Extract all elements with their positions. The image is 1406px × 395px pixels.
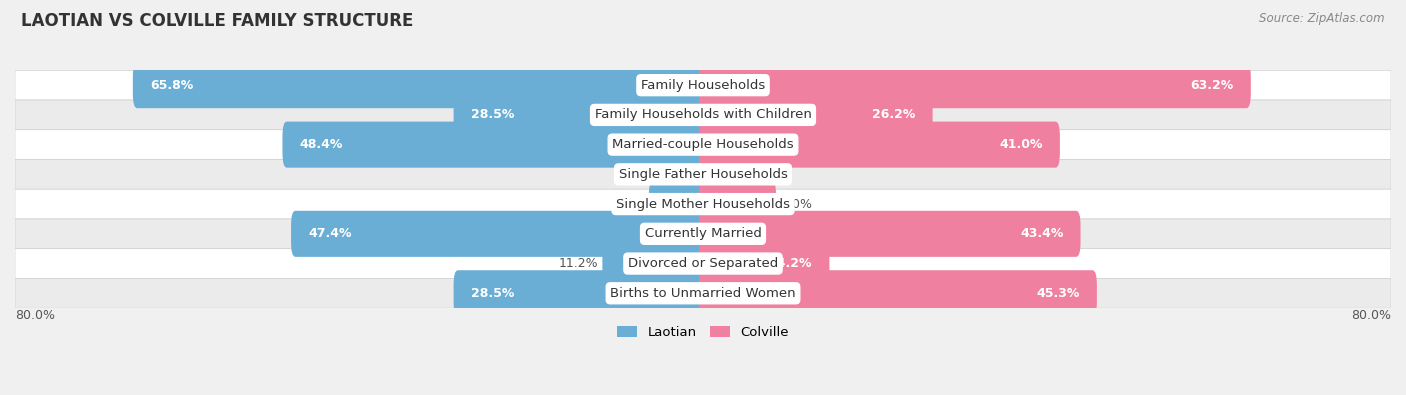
Text: 80.0%: 80.0%: [15, 309, 55, 322]
Text: 2.2%: 2.2%: [644, 168, 675, 181]
FancyBboxPatch shape: [15, 100, 1391, 130]
FancyBboxPatch shape: [648, 181, 707, 227]
FancyBboxPatch shape: [15, 130, 1391, 160]
Text: 5.8%: 5.8%: [613, 198, 644, 211]
FancyBboxPatch shape: [132, 62, 707, 108]
FancyBboxPatch shape: [15, 70, 1391, 100]
Text: Births to Unmarried Women: Births to Unmarried Women: [610, 287, 796, 300]
FancyBboxPatch shape: [283, 122, 707, 167]
Text: Married-couple Households: Married-couple Households: [612, 138, 794, 151]
Text: 26.2%: 26.2%: [872, 108, 915, 121]
FancyBboxPatch shape: [15, 189, 1391, 219]
Text: 43.4%: 43.4%: [1019, 227, 1063, 240]
FancyBboxPatch shape: [699, 211, 1081, 257]
FancyBboxPatch shape: [454, 270, 707, 316]
FancyBboxPatch shape: [15, 278, 1391, 308]
Text: 48.4%: 48.4%: [299, 138, 343, 151]
FancyBboxPatch shape: [679, 151, 707, 198]
Text: Single Father Households: Single Father Households: [619, 168, 787, 181]
Text: 63.2%: 63.2%: [1191, 79, 1233, 92]
Text: 65.8%: 65.8%: [150, 79, 193, 92]
FancyBboxPatch shape: [454, 92, 707, 138]
Text: 14.2%: 14.2%: [769, 257, 813, 270]
Text: 8.0%: 8.0%: [780, 198, 813, 211]
Text: 80.0%: 80.0%: [1351, 309, 1391, 322]
FancyBboxPatch shape: [699, 122, 1060, 167]
Legend: Laotian, Colville: Laotian, Colville: [612, 320, 794, 344]
Text: Currently Married: Currently Married: [644, 227, 762, 240]
FancyBboxPatch shape: [291, 211, 707, 257]
FancyBboxPatch shape: [15, 160, 1391, 189]
Text: Source: ZipAtlas.com: Source: ZipAtlas.com: [1260, 12, 1385, 25]
Text: 28.5%: 28.5%: [471, 108, 515, 121]
Text: Family Households with Children: Family Households with Children: [595, 108, 811, 121]
Text: 3.3%: 3.3%: [740, 168, 772, 181]
FancyBboxPatch shape: [699, 62, 1251, 108]
FancyBboxPatch shape: [699, 92, 932, 138]
Text: Family Households: Family Households: [641, 79, 765, 92]
Text: 11.2%: 11.2%: [558, 257, 598, 270]
Text: Single Mother Households: Single Mother Households: [616, 198, 790, 211]
FancyBboxPatch shape: [699, 241, 830, 287]
FancyBboxPatch shape: [15, 219, 1391, 249]
Text: 28.5%: 28.5%: [471, 287, 515, 300]
FancyBboxPatch shape: [699, 181, 776, 227]
Text: 45.3%: 45.3%: [1036, 287, 1080, 300]
Text: Divorced or Separated: Divorced or Separated: [628, 257, 778, 270]
FancyBboxPatch shape: [699, 270, 1097, 316]
Text: LAOTIAN VS COLVILLE FAMILY STRUCTURE: LAOTIAN VS COLVILLE FAMILY STRUCTURE: [21, 12, 413, 30]
Text: 41.0%: 41.0%: [1000, 138, 1043, 151]
FancyBboxPatch shape: [699, 151, 735, 198]
FancyBboxPatch shape: [602, 241, 707, 287]
FancyBboxPatch shape: [15, 249, 1391, 278]
Text: 47.4%: 47.4%: [308, 227, 352, 240]
